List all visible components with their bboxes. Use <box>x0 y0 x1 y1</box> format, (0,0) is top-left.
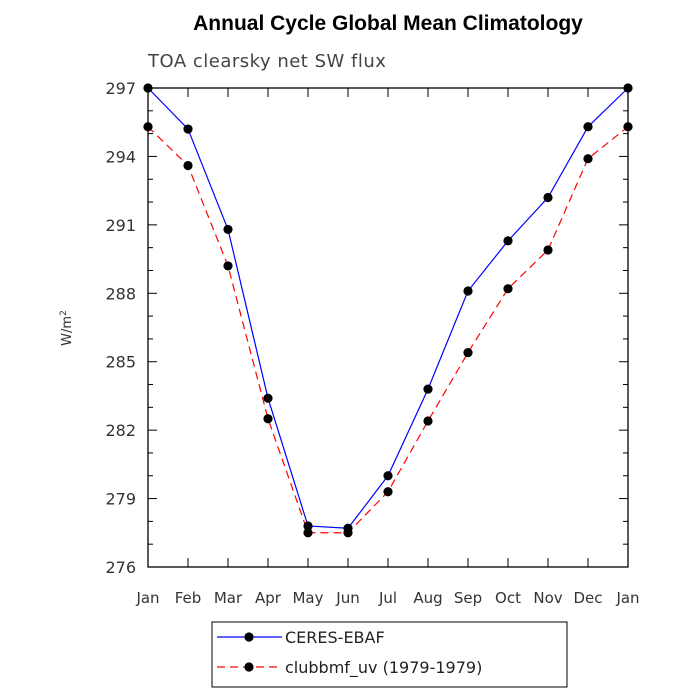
series-2-point <box>343 528 353 538</box>
y-tick-label: 288 <box>105 284 136 303</box>
series-1-point <box>463 286 473 296</box>
series-2-point <box>303 528 313 538</box>
chart-title: Annual Cycle Global Mean Climatology <box>193 12 583 35</box>
legend-label-2: clubbmf_uv (1979-1979) <box>285 658 482 678</box>
series-1-point <box>263 393 273 403</box>
x-tick-label: Jun <box>335 589 359 607</box>
y-axis-label-superscript: 2 <box>59 310 69 316</box>
legend-marker-1 <box>244 632 254 642</box>
x-tick-label: Jul <box>378 589 397 607</box>
series-1-point <box>583 122 593 132</box>
y-tick-label: 291 <box>105 216 136 235</box>
series-2-point <box>183 160 193 171</box>
series-1-point <box>183 124 193 134</box>
y-tick-label: 282 <box>105 421 136 440</box>
series-2-point <box>383 487 393 497</box>
series-1-point <box>383 471 393 481</box>
x-tick-label: Nov <box>533 589 562 607</box>
plot-frame <box>147 87 629 568</box>
series-2-point <box>223 261 233 271</box>
x-tick-label: Sep <box>454 589 482 607</box>
series-2-point <box>583 154 593 164</box>
series-line-1 <box>147 87 629 529</box>
x-tick-label: Feb <box>175 589 202 607</box>
series-2-point <box>503 284 513 294</box>
legend-items: CERES-EBAF clubbmf_uv (1979-1979) <box>217 628 482 678</box>
x-tick-label: Dec <box>573 589 602 607</box>
x-tick-label: Jan <box>135 589 159 607</box>
x-tick-label: Jan <box>615 589 639 607</box>
series-2-point <box>463 347 473 358</box>
series-1-point <box>543 192 553 203</box>
y-tick-label: 285 <box>105 353 136 372</box>
x-tick-label: May <box>292 589 323 607</box>
series-1-point <box>503 236 513 246</box>
y-tick-label: 294 <box>105 147 136 166</box>
series-1-point <box>303 521 313 531</box>
legend-label-1: CERES-EBAF <box>285 628 385 647</box>
chart-subtitle: TOA clearsky net SW flux <box>147 51 386 72</box>
y-tick-label: 279 <box>105 490 136 509</box>
x-tick-label: Mar <box>214 589 243 607</box>
x-tick-label: Oct <box>495 589 521 607</box>
y-tick-label: 276 <box>105 558 136 577</box>
axis-ticks: 276 279 282 285 288 291 294 297 Jan Feb Mar Apr May J… <box>105 79 639 607</box>
x-tick-label: Aug <box>413 589 442 607</box>
legend-box <box>211 621 568 688</box>
series-1-point <box>223 224 233 235</box>
legend: CERES-EBAF clubbmf_uv (1979-1979) <box>211 621 568 688</box>
series-2-point <box>263 414 273 424</box>
series-2-point <box>543 245 553 255</box>
series-2-point <box>423 416 433 426</box>
x-tick-label: Apr <box>255 589 282 607</box>
y-axis-label-base: W/m <box>60 316 75 346</box>
legend-marker-2 <box>244 662 254 672</box>
y-tick-label: 297 <box>105 79 136 98</box>
series-1-point <box>423 384 433 394</box>
y-axis-label: W/m2 <box>59 310 75 346</box>
series-layer <box>143 83 633 538</box>
